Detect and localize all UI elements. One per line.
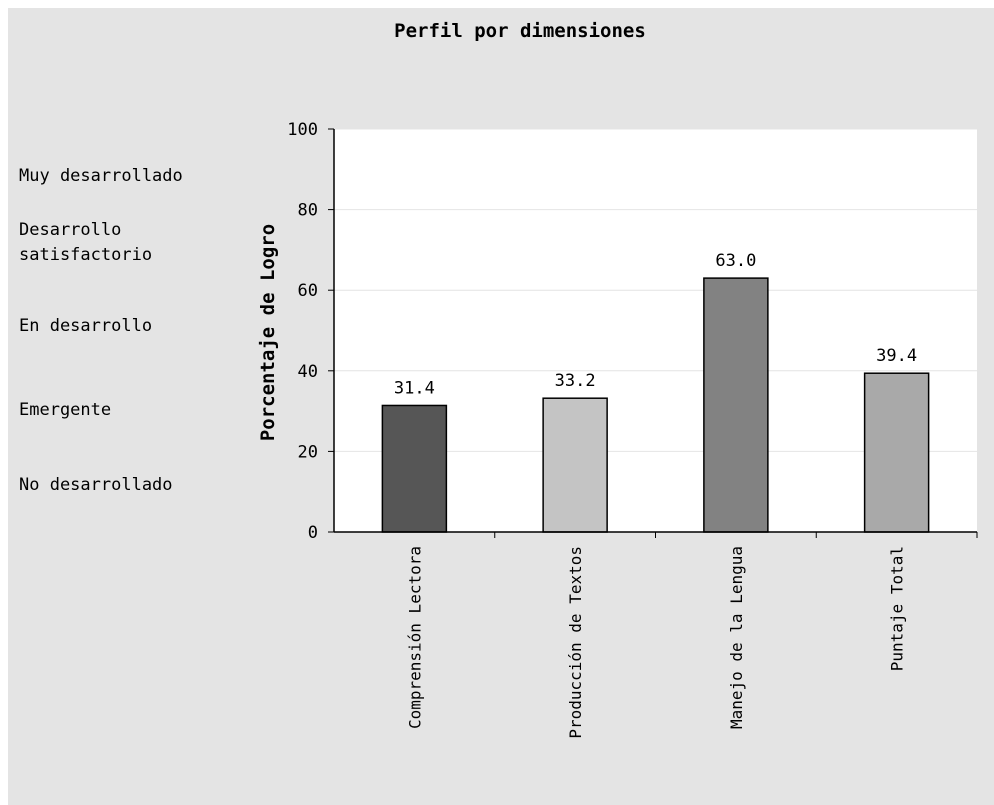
y-axis-title: Porcentaje de Logro	[257, 224, 279, 441]
bar	[381, 404, 448, 533]
level-label-en-desarrollo: En desarrollo	[19, 316, 153, 336]
category-label: Producción de Textos	[566, 546, 585, 739]
level-label-desarrollo-satisfactorio: Desarrollo satisfactorio	[19, 220, 153, 265]
bar	[863, 372, 930, 533]
bar-value-label: 63.0	[715, 251, 756, 271]
level-label-no-desarrollado: No desarrollado	[19, 475, 173, 495]
y-tick-label: 40	[298, 362, 318, 382]
bar	[542, 397, 608, 533]
category-label: Puntaje Total	[888, 546, 907, 671]
bar	[703, 277, 769, 533]
y-tick-label: 0	[308, 523, 318, 543]
category-label: Comprensión Lectora	[405, 546, 424, 729]
y-tick-label: 100	[287, 120, 318, 140]
level-label-muy-desarrollado: Muy desarrollado	[19, 166, 183, 186]
chart-title: Perfil por dimensiones	[394, 20, 646, 42]
bar-value-label: 39.4	[876, 346, 917, 366]
category-label: Manejo de la Lengua	[727, 546, 746, 729]
bar-value-label: 31.4	[394, 378, 435, 398]
level-label-emergente: Emergente	[19, 400, 112, 420]
y-tick-label: 80	[298, 201, 318, 221]
y-tick-label: 20	[298, 442, 318, 462]
bar-value-label: 33.2	[555, 371, 596, 391]
y-tick-label: 60	[298, 281, 318, 301]
